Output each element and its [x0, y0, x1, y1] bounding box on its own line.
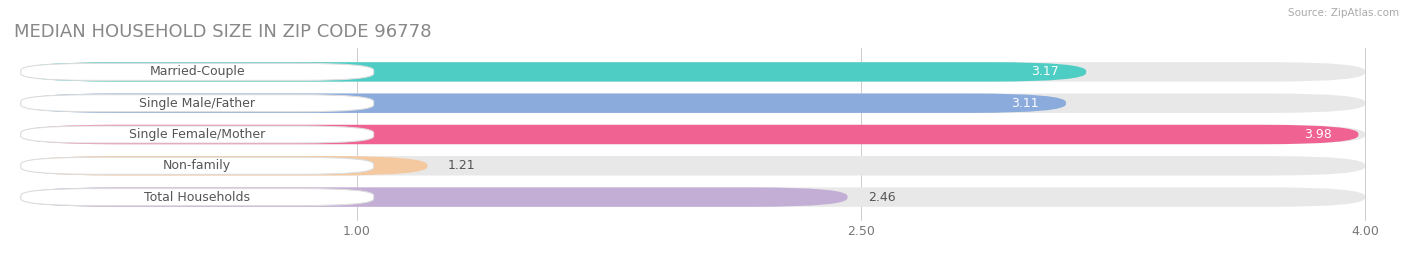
- FancyBboxPatch shape: [21, 94, 1066, 113]
- Text: 2.46: 2.46: [868, 191, 896, 204]
- Text: Source: ZipAtlas.com: Source: ZipAtlas.com: [1288, 8, 1399, 18]
- FancyBboxPatch shape: [21, 189, 374, 206]
- Text: MEDIAN HOUSEHOLD SIZE IN ZIP CODE 96778: MEDIAN HOUSEHOLD SIZE IN ZIP CODE 96778: [14, 23, 432, 41]
- Text: Single Male/Father: Single Male/Father: [139, 97, 256, 110]
- Text: Total Households: Total Households: [145, 191, 250, 204]
- FancyBboxPatch shape: [21, 63, 374, 80]
- Text: 3.98: 3.98: [1303, 128, 1331, 141]
- FancyBboxPatch shape: [21, 125, 1358, 144]
- Text: Single Female/Mother: Single Female/Mother: [129, 128, 266, 141]
- FancyBboxPatch shape: [21, 94, 1365, 113]
- FancyBboxPatch shape: [21, 126, 374, 143]
- FancyBboxPatch shape: [21, 187, 1365, 207]
- FancyBboxPatch shape: [21, 125, 1365, 144]
- Text: Non-family: Non-family: [163, 159, 231, 172]
- FancyBboxPatch shape: [21, 95, 374, 112]
- Text: 3.17: 3.17: [1032, 65, 1059, 78]
- Text: Married-Couple: Married-Couple: [149, 65, 245, 78]
- Text: 3.11: 3.11: [1011, 97, 1039, 110]
- FancyBboxPatch shape: [21, 156, 1365, 175]
- FancyBboxPatch shape: [21, 62, 1365, 82]
- FancyBboxPatch shape: [21, 62, 1085, 82]
- Text: 1.21: 1.21: [447, 159, 475, 172]
- FancyBboxPatch shape: [21, 187, 848, 207]
- FancyBboxPatch shape: [21, 157, 374, 174]
- FancyBboxPatch shape: [21, 156, 427, 175]
